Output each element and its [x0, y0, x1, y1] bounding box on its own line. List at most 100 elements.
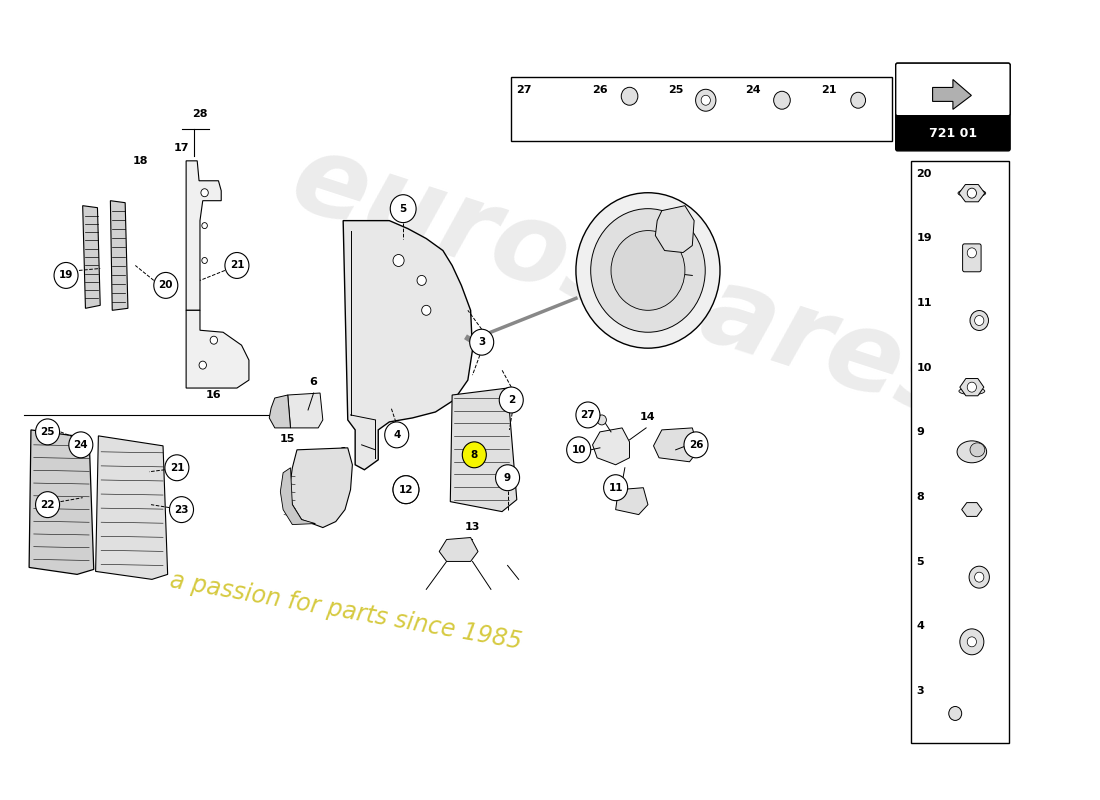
Text: 3: 3	[478, 338, 485, 347]
Text: 19: 19	[916, 234, 932, 243]
Text: 8: 8	[916, 492, 924, 502]
Text: 20: 20	[158, 280, 173, 290]
Circle shape	[154, 273, 178, 298]
Text: 18: 18	[132, 156, 147, 166]
Circle shape	[701, 95, 711, 106]
Circle shape	[393, 476, 419, 504]
Circle shape	[201, 189, 208, 197]
Circle shape	[199, 361, 207, 369]
Circle shape	[210, 336, 218, 344]
Text: 4: 4	[916, 622, 924, 631]
Text: 26: 26	[689, 440, 703, 450]
Text: 16: 16	[206, 390, 221, 400]
Text: 11: 11	[916, 298, 932, 308]
Circle shape	[591, 209, 705, 332]
Text: 26: 26	[592, 85, 608, 95]
Polygon shape	[82, 206, 100, 308]
Circle shape	[967, 248, 977, 258]
Circle shape	[969, 566, 989, 588]
Text: 5: 5	[916, 557, 924, 566]
Circle shape	[393, 254, 404, 266]
Text: 27: 27	[581, 410, 595, 420]
Text: 3: 3	[916, 686, 924, 696]
Polygon shape	[186, 310, 249, 388]
Circle shape	[496, 465, 519, 490]
Text: 17: 17	[174, 143, 189, 153]
Polygon shape	[288, 393, 322, 428]
Circle shape	[960, 629, 983, 654]
Text: 4: 4	[393, 430, 400, 440]
Text: 21: 21	[230, 261, 244, 270]
Text: 11: 11	[608, 482, 623, 493]
Polygon shape	[959, 185, 985, 202]
Circle shape	[967, 382, 977, 392]
Polygon shape	[343, 221, 473, 470]
Circle shape	[695, 90, 716, 111]
Circle shape	[201, 258, 208, 263]
Circle shape	[35, 419, 59, 445]
Circle shape	[975, 572, 983, 582]
Circle shape	[975, 315, 983, 326]
Text: 6: 6	[310, 377, 318, 387]
Polygon shape	[960, 378, 983, 396]
Polygon shape	[289, 448, 352, 527]
Circle shape	[169, 497, 194, 522]
Text: 20: 20	[916, 169, 932, 179]
Text: 28: 28	[192, 109, 208, 119]
Polygon shape	[616, 488, 648, 514]
Circle shape	[850, 92, 866, 108]
Circle shape	[470, 330, 494, 355]
Text: 2: 2	[507, 395, 515, 405]
Polygon shape	[96, 436, 167, 579]
Circle shape	[69, 432, 92, 458]
FancyBboxPatch shape	[512, 77, 892, 141]
Circle shape	[576, 193, 720, 348]
FancyBboxPatch shape	[962, 244, 981, 272]
Circle shape	[165, 455, 189, 481]
Polygon shape	[270, 395, 290, 428]
Circle shape	[604, 474, 628, 501]
Polygon shape	[29, 430, 94, 574]
Text: 15: 15	[280, 434, 296, 444]
Circle shape	[967, 188, 977, 198]
Polygon shape	[653, 428, 698, 462]
Circle shape	[390, 194, 416, 222]
Polygon shape	[186, 161, 221, 310]
Circle shape	[967, 637, 977, 647]
Polygon shape	[961, 502, 982, 517]
Text: 27: 27	[516, 85, 531, 95]
Circle shape	[393, 476, 419, 504]
Text: 10: 10	[571, 445, 586, 455]
Text: 19: 19	[59, 270, 74, 281]
Text: 721 01: 721 01	[928, 127, 977, 140]
Text: 24: 24	[74, 440, 88, 450]
Circle shape	[462, 442, 486, 468]
Polygon shape	[450, 388, 517, 512]
Text: 25: 25	[41, 427, 55, 437]
Circle shape	[499, 387, 524, 413]
Ellipse shape	[957, 441, 987, 462]
Ellipse shape	[959, 388, 985, 394]
Circle shape	[201, 222, 208, 229]
Text: 1: 1	[339, 447, 346, 457]
Circle shape	[566, 437, 591, 462]
Circle shape	[949, 706, 961, 721]
Text: a passion for parts since 1985: a passion for parts since 1985	[167, 569, 524, 654]
Text: 10: 10	[916, 362, 932, 373]
Text: 12: 12	[398, 485, 414, 494]
Circle shape	[224, 253, 249, 278]
Circle shape	[970, 310, 989, 330]
Text: 22: 22	[41, 500, 55, 510]
Text: 7: 7	[695, 267, 703, 278]
Text: 14: 14	[640, 412, 656, 422]
Circle shape	[421, 306, 431, 315]
Circle shape	[399, 482, 412, 497]
Text: 8: 8	[471, 450, 477, 460]
Circle shape	[621, 87, 638, 106]
Circle shape	[684, 432, 708, 458]
Text: 25: 25	[669, 85, 684, 95]
Ellipse shape	[958, 189, 986, 197]
Text: 5: 5	[399, 204, 407, 214]
Circle shape	[576, 402, 600, 428]
Circle shape	[417, 275, 427, 286]
